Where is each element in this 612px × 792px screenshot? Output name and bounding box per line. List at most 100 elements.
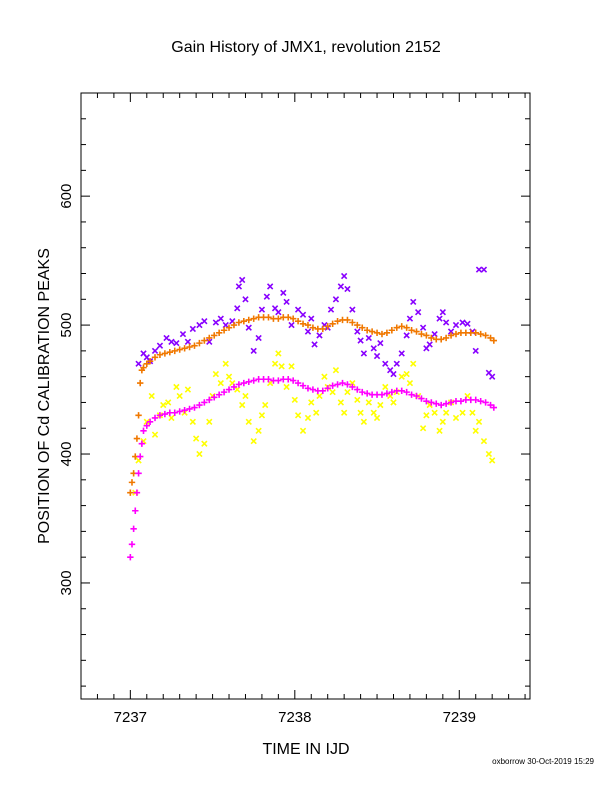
series-1-point bbox=[168, 338, 175, 346]
series-2-point bbox=[313, 409, 320, 416]
series-4-point bbox=[230, 383, 238, 391]
series-1-point bbox=[344, 285, 351, 293]
series-4-point bbox=[354, 386, 361, 393]
series-2-point bbox=[196, 450, 203, 458]
series-4-point bbox=[135, 470, 142, 477]
series-3-point bbox=[334, 318, 341, 325]
series-4-point bbox=[176, 408, 183, 415]
series-1-point bbox=[406, 315, 414, 322]
series-1-point bbox=[239, 276, 246, 284]
series-4-point bbox=[225, 386, 233, 393]
series-2-point bbox=[373, 414, 381, 422]
series-1-point bbox=[373, 352, 381, 360]
series-2-point bbox=[189, 418, 197, 425]
series-2-point bbox=[278, 363, 285, 370]
series-2-point bbox=[217, 379, 224, 387]
series-2-point bbox=[431, 409, 438, 416]
series-3-point bbox=[176, 346, 183, 353]
series-4-point bbox=[324, 385, 331, 392]
series-3-point bbox=[408, 327, 415, 334]
series-1-point bbox=[464, 320, 471, 327]
series-4-point bbox=[265, 376, 272, 383]
series-4-point bbox=[442, 400, 450, 407]
series-1-point bbox=[245, 324, 252, 331]
series-3-point bbox=[418, 330, 425, 338]
series-3-point bbox=[373, 329, 381, 337]
series-2-point bbox=[262, 401, 269, 409]
series-2-point bbox=[291, 396, 298, 404]
series-1-point bbox=[393, 360, 400, 367]
series-3-point bbox=[299, 320, 307, 327]
series-1-point bbox=[222, 321, 229, 329]
series-1-point bbox=[370, 345, 377, 352]
series-2-point bbox=[344, 388, 351, 396]
series-4-point bbox=[211, 394, 218, 401]
series-4-point bbox=[156, 412, 164, 419]
series-3-point bbox=[393, 324, 400, 331]
series-1-point bbox=[439, 309, 446, 316]
series-2-point bbox=[475, 418, 483, 425]
series-2-point bbox=[271, 360, 279, 367]
series-3-point bbox=[191, 342, 198, 349]
series-1-point bbox=[263, 293, 271, 300]
series-3-point bbox=[294, 318, 302, 325]
series-3-point bbox=[452, 330, 460, 338]
series-2-point bbox=[365, 399, 372, 406]
series-2-point bbox=[176, 392, 183, 400]
series-4-point bbox=[138, 440, 146, 447]
series-2-point bbox=[321, 373, 328, 380]
series-2-point bbox=[370, 409, 377, 416]
series-2-point bbox=[239, 401, 246, 409]
series-4-point bbox=[398, 387, 405, 395]
series-3-point bbox=[437, 336, 445, 343]
series-3-point bbox=[309, 324, 317, 331]
series-3-point bbox=[472, 329, 479, 337]
series-1-point bbox=[156, 342, 164, 349]
series-4-point bbox=[447, 399, 455, 406]
series-1-point bbox=[189, 325, 197, 333]
series-4-point bbox=[413, 392, 420, 400]
series-3-point bbox=[388, 327, 396, 334]
series-1-point bbox=[151, 347, 159, 355]
series-1-point bbox=[459, 319, 466, 326]
series-3-point bbox=[383, 329, 391, 337]
series-3-point bbox=[447, 332, 455, 339]
series-2-point bbox=[308, 399, 315, 406]
series-1-point bbox=[179, 330, 187, 338]
series-1-point bbox=[340, 272, 348, 280]
series-1-point bbox=[201, 318, 208, 325]
series-2-point bbox=[275, 350, 282, 357]
series-1-point bbox=[255, 334, 262, 342]
series-3-point bbox=[442, 334, 450, 342]
series-2-point bbox=[442, 409, 450, 416]
series-4-point bbox=[408, 391, 415, 398]
series-4-point bbox=[383, 390, 391, 397]
series-3-point bbox=[354, 321, 361, 329]
series-2-point bbox=[469, 409, 476, 416]
series-3-point bbox=[403, 324, 410, 331]
series-1-point bbox=[217, 315, 224, 322]
series-1-point bbox=[332, 296, 340, 303]
series-1-point bbox=[489, 373, 496, 380]
series-3-point bbox=[211, 332, 218, 339]
series-4-point bbox=[215, 391, 223, 398]
series-3-point bbox=[482, 332, 489, 339]
series-4-point bbox=[428, 399, 435, 406]
series-2-point bbox=[332, 367, 340, 374]
series-2-point bbox=[242, 392, 249, 400]
series-1-point bbox=[472, 347, 479, 355]
series-4-point bbox=[143, 422, 150, 429]
series-2-point bbox=[419, 425, 427, 432]
series-1-point bbox=[442, 319, 450, 326]
series-2-point bbox=[357, 409, 364, 416]
series-2-point bbox=[245, 418, 252, 425]
series-2-point bbox=[255, 427, 262, 434]
series-3-point bbox=[186, 343, 193, 351]
series-2-point bbox=[354, 396, 361, 404]
series-3-point bbox=[428, 334, 435, 342]
series-4-point bbox=[334, 381, 341, 388]
x-tick-label: 7238 bbox=[278, 709, 311, 726]
series-3-point bbox=[215, 329, 223, 337]
plot-frame bbox=[80, 92, 531, 700]
